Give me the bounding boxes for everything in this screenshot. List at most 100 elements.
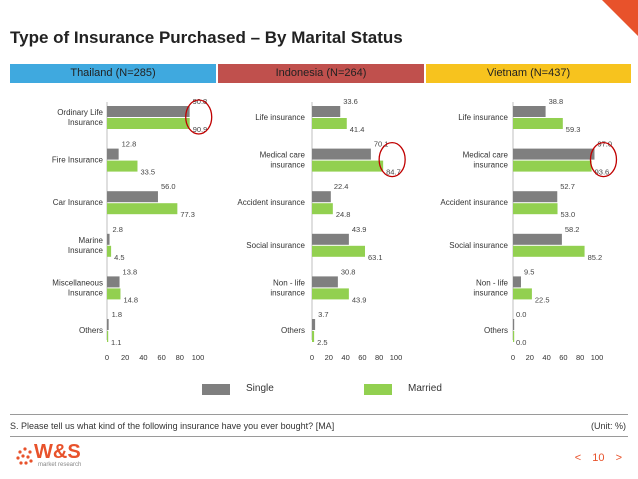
data-label-married: 85.2 bbox=[588, 253, 603, 262]
data-label-single: 90.8 bbox=[193, 97, 208, 106]
x-tick-label: 60 bbox=[559, 353, 567, 362]
divider-bottom bbox=[10, 436, 628, 437]
legend-single-swatch bbox=[202, 384, 230, 395]
category-label: Non - life bbox=[476, 278, 509, 287]
bar-married bbox=[107, 288, 121, 300]
category-label: Ordinary Life bbox=[57, 108, 103, 117]
data-label-married: 59.3 bbox=[566, 125, 581, 134]
panel-header-thailand: Thailand (N=285) bbox=[10, 64, 216, 83]
data-label-married: 4.5 bbox=[114, 253, 124, 262]
x-tick-label: 0 bbox=[310, 353, 314, 362]
bar-married bbox=[312, 160, 384, 172]
bar-married bbox=[312, 288, 349, 300]
category-label: insurance bbox=[473, 161, 508, 170]
next-page-button[interactable]: > bbox=[615, 452, 622, 464]
unit-label: (Unit: %) bbox=[590, 421, 626, 431]
x-tick-label: 60 bbox=[157, 353, 165, 362]
category-label: Social insurance bbox=[246, 241, 305, 250]
category-label: Social insurance bbox=[449, 241, 508, 250]
category-label: Non - life bbox=[273, 278, 306, 287]
data-label-married: 33.5 bbox=[140, 168, 155, 177]
data-label-single: 43.9 bbox=[352, 225, 367, 234]
data-label-single: 9.5 bbox=[524, 267, 534, 276]
bar-single bbox=[312, 191, 331, 203]
bar-single bbox=[513, 319, 515, 330]
bar-married bbox=[513, 331, 515, 342]
category-label: Medical care bbox=[463, 151, 509, 160]
bar-single bbox=[107, 276, 120, 288]
category-label: Others bbox=[281, 326, 305, 335]
panel-header-indonesia: Indonesia (N=264) bbox=[218, 64, 424, 83]
data-label-single: 52.7 bbox=[560, 182, 575, 191]
x-tick-label: 100 bbox=[390, 353, 403, 362]
bar-single bbox=[513, 191, 558, 203]
category-label: Insurance bbox=[68, 246, 104, 255]
footnote: S. Please tell us what kind of the follo… bbox=[10, 421, 335, 431]
data-label-married: 1.1 bbox=[111, 338, 121, 347]
bar-single bbox=[312, 319, 316, 330]
bar-married bbox=[107, 160, 138, 172]
bar-single bbox=[312, 148, 371, 160]
x-tick-label: 20 bbox=[121, 353, 129, 362]
data-label-married: 41.4 bbox=[350, 125, 365, 134]
x-tick-label: 100 bbox=[192, 353, 205, 362]
logo-icon bbox=[16, 447, 33, 465]
x-tick-label: 40 bbox=[341, 353, 349, 362]
bar-single bbox=[513, 276, 521, 288]
bar-single bbox=[312, 106, 341, 117]
category-label: Life insurance bbox=[255, 113, 305, 122]
category-label: Others bbox=[79, 326, 103, 335]
panel-header-vietnam: Vietnam (N=437) bbox=[426, 64, 631, 83]
x-tick-label: 40 bbox=[542, 353, 550, 362]
data-label-single: 3.7 bbox=[318, 310, 328, 319]
x-tick-label: 20 bbox=[526, 353, 534, 362]
bar-married bbox=[107, 118, 190, 129]
data-label-married: 93.6 bbox=[595, 168, 610, 177]
bar-single bbox=[107, 191, 158, 203]
x-tick-label: 80 bbox=[176, 353, 184, 362]
bar-single bbox=[312, 276, 338, 288]
data-label-married: 0.0 bbox=[516, 338, 526, 347]
logo-brand: W&S bbox=[34, 441, 81, 463]
category-label: insurance bbox=[270, 161, 305, 170]
category-label: Fire Insurance bbox=[52, 156, 104, 165]
category-label: Accident insurance bbox=[237, 198, 305, 207]
data-label-married: 63.1 bbox=[368, 253, 383, 262]
bar-married bbox=[107, 331, 109, 342]
prev-page-button[interactable]: < bbox=[574, 452, 582, 464]
category-label: insurance bbox=[270, 288, 305, 297]
legend-single-label: Single bbox=[246, 383, 274, 394]
data-label-married: 77.3 bbox=[180, 210, 195, 219]
data-label-single: 33.6 bbox=[343, 97, 358, 106]
bar-married bbox=[513, 118, 563, 129]
page-title: Type of Insurance Purchased – By Marital… bbox=[10, 28, 403, 47]
bar-married bbox=[513, 160, 592, 172]
category-label: Insurance bbox=[68, 118, 104, 127]
data-label-married: 22.5 bbox=[535, 295, 550, 304]
data-label-single: 1.8 bbox=[112, 310, 122, 319]
bar-married bbox=[513, 288, 532, 300]
data-label-single: 2.8 bbox=[113, 225, 123, 234]
data-label-single: 22.4 bbox=[334, 182, 349, 191]
data-label-married: 43.9 bbox=[352, 295, 367, 304]
bar-single bbox=[107, 233, 110, 245]
x-tick-label: 40 bbox=[139, 353, 147, 362]
category-label: Others bbox=[484, 326, 508, 335]
category-label: Insurance bbox=[68, 288, 104, 297]
bar-single bbox=[312, 233, 349, 245]
corner-accent bbox=[602, 0, 638, 36]
bar-married bbox=[312, 118, 347, 129]
bar-married bbox=[513, 203, 558, 215]
page-navigation: < 10 > bbox=[571, 452, 626, 464]
data-label-married: 14.8 bbox=[123, 295, 138, 304]
x-tick-label: 60 bbox=[358, 353, 366, 362]
data-label-single: 97.0 bbox=[597, 140, 612, 149]
bar-married bbox=[107, 245, 112, 257]
bar-single bbox=[107, 319, 109, 330]
category-label: Marine bbox=[79, 236, 104, 245]
divider-top bbox=[10, 414, 628, 415]
x-tick-label: 80 bbox=[576, 353, 584, 362]
data-label-married: 53.0 bbox=[561, 210, 576, 219]
x-tick-label: 0 bbox=[105, 353, 109, 362]
bar-married bbox=[312, 245, 366, 257]
